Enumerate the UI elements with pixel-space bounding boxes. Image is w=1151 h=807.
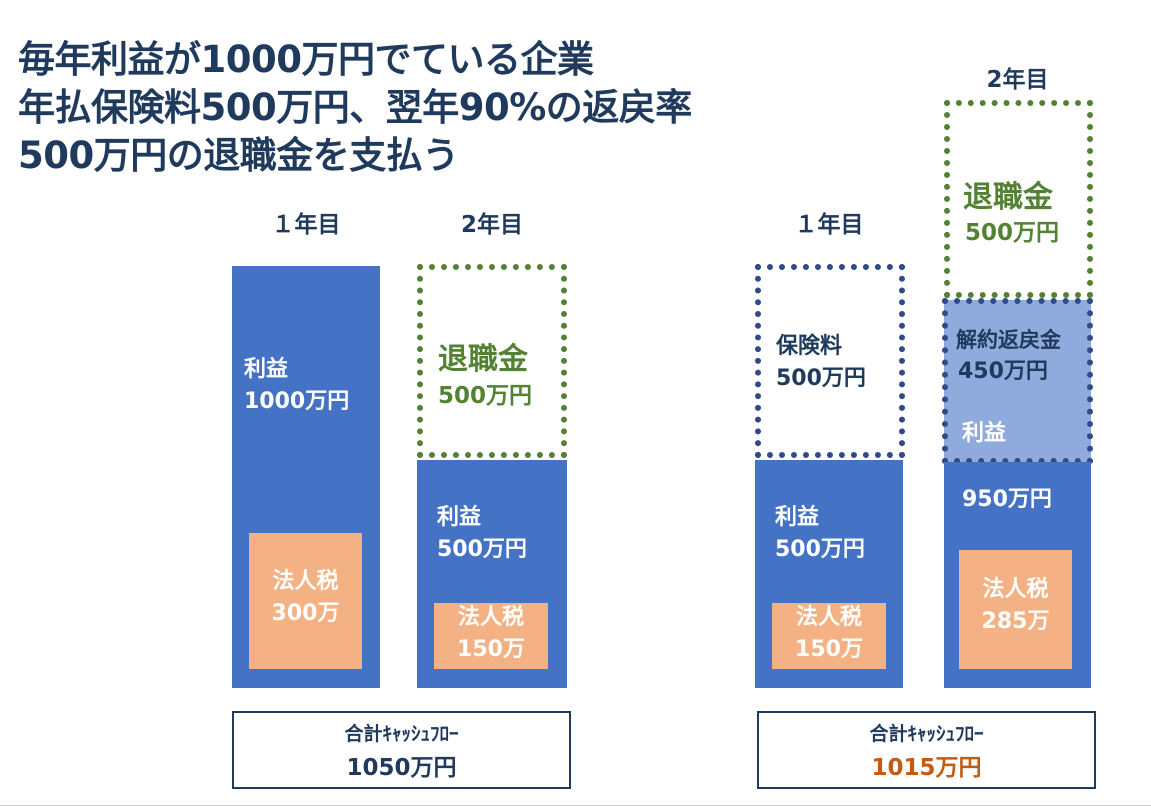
right-year2-tax-box xyxy=(959,550,1072,669)
left-year1-tax-box xyxy=(249,533,362,669)
title-line-3: 500万円の退職金を支払う xyxy=(18,134,459,177)
right-year2-profit-label: 利益 xyxy=(962,421,1007,446)
right-year2-tax-value: 285万 xyxy=(981,609,1050,634)
left-year1-tax-label: 法人税 xyxy=(272,569,339,594)
right-year1-profit-label: 利益 xyxy=(775,505,820,530)
left-year2-tax-box xyxy=(434,603,548,669)
right-year2-refund-fill xyxy=(944,300,1091,462)
left-year1-profit-label: 利益 xyxy=(244,357,289,382)
right-year1-label: １年目 xyxy=(794,212,864,238)
left-year2-profit-label: 利益 xyxy=(437,505,482,530)
right-year1-profit-value: 500万円 xyxy=(775,537,865,562)
right-year2-retirement-value: 500万円 xyxy=(965,220,1060,246)
left-year1-label: １年目 xyxy=(271,212,341,238)
right-year1-tax-box xyxy=(772,603,886,669)
right-year2-refund-value: 450万円 xyxy=(958,359,1048,384)
left-year2-retirement-label: 退職金 xyxy=(438,342,528,377)
left-total-cashflow-label: 合計ｷｬｯｼｭﾌﾛｰ xyxy=(344,723,459,745)
title-line-1: 毎年利益が1000万円でている企業 xyxy=(18,38,594,81)
left-year2-tax-label: 法人税 xyxy=(457,605,524,630)
right-year2-label: 2年目 xyxy=(986,67,1049,93)
right-year1-tax-label: 法人税 xyxy=(795,605,862,630)
left-year1-profit-value: 1000万円 xyxy=(244,389,350,414)
right-year2-retirement-label: 退職金 xyxy=(963,180,1053,215)
bottom-divider xyxy=(0,805,1151,806)
left-year2-profit-value: 500万円 xyxy=(437,537,527,562)
left-year2-retirement-box xyxy=(417,264,567,458)
right-year2-retirement-box xyxy=(944,100,1093,298)
right-total-cashflow-box: 合計ｷｬｯｼｭﾌﾛｰ 1015万円 xyxy=(757,711,1096,789)
left-year2-label: 2年目 xyxy=(460,212,523,238)
right-year2-profit-value: 950万円 xyxy=(962,487,1052,512)
title-line-2: 年払保険料500万円、翌年90%の返戻率 xyxy=(18,86,692,129)
left-total-cashflow-value: 1050万円 xyxy=(346,755,457,781)
right-year1-premium-value: 500万円 xyxy=(776,366,866,391)
left-year2-retirement-value: 500万円 xyxy=(438,383,533,409)
left-year2-tax-value: 150万 xyxy=(457,637,525,662)
right-total-cashflow-label: 合計ｷｬｯｼｭﾌﾛｰ xyxy=(869,723,984,745)
right-year1-premium-label: 保険料 xyxy=(776,334,843,359)
left-year1-tax-value: 300万 xyxy=(271,601,340,626)
left-total-cashflow-box: 合計ｷｬｯｼｭﾌﾛｰ 1050万円 xyxy=(232,711,571,789)
right-year2-tax-label: 法人税 xyxy=(982,577,1049,602)
right-year2-refund-label: 解約返戻金 xyxy=(956,328,1061,352)
right-total-cashflow-value: 1015万円 xyxy=(871,755,982,781)
right-year2-refund-box xyxy=(942,298,1093,464)
right-year1-premium-box xyxy=(755,264,905,458)
right-year1-tax-value: 150万 xyxy=(795,637,863,662)
